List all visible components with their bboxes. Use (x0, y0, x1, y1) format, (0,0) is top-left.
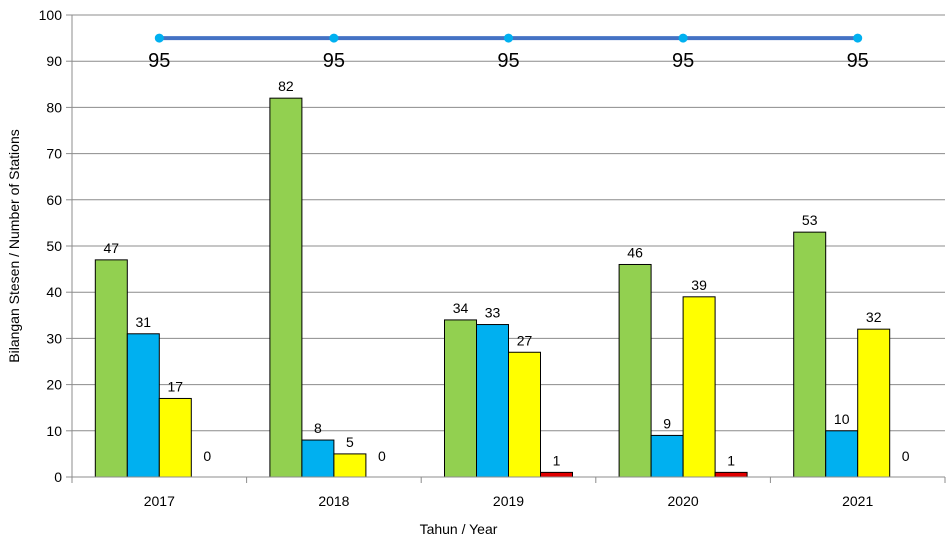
y-axis-title: Bilangan Stesen / Number of Stations (6, 129, 22, 362)
total-line (154, 33, 863, 43)
bar (333, 453, 367, 478)
bar (126, 333, 160, 478)
bar-data-label: 8 (314, 420, 322, 436)
x-axis-title: Tahun / Year (420, 521, 498, 537)
bar (301, 439, 335, 478)
bar (650, 434, 684, 478)
bar-data-label: 10 (834, 411, 850, 427)
bars (94, 97, 891, 478)
bar (825, 430, 859, 478)
x-tick-label: 2021 (842, 493, 873, 509)
bar-data-label: 17 (168, 378, 184, 394)
bar-data-label: 0 (378, 448, 386, 464)
bar-data-label: 82 (278, 78, 294, 94)
bar-data-label: 47 (104, 240, 120, 256)
line-marker (329, 33, 339, 43)
gridlines (72, 14, 945, 478)
bar (540, 471, 573, 478)
x-tick-label: 2019 (493, 493, 524, 509)
line-data-label: 95 (148, 50, 170, 72)
bar (476, 324, 509, 478)
line-data-label: 95 (847, 50, 869, 72)
line-data-label: 95 (497, 50, 519, 72)
bar-data-label: 1 (553, 452, 561, 468)
bar-data-label: 32 (866, 309, 882, 325)
x-tick-label: 2020 (668, 493, 699, 509)
bar (508, 351, 541, 478)
x-tick-label: 2018 (318, 493, 349, 509)
bar-data-label: 27 (517, 332, 533, 348)
bar (714, 471, 748, 478)
line-marker (504, 33, 513, 43)
y-tick-label: 0 (54, 469, 62, 485)
bar-data-label: 39 (691, 277, 707, 293)
y-tick-label: 10 (46, 423, 62, 439)
line-marker (154, 33, 164, 43)
y-tick-label: 70 (46, 146, 62, 162)
bar-data-label: 0 (902, 448, 910, 464)
y-tick-label: 80 (46, 99, 62, 115)
bar-data-label: 53 (802, 212, 818, 228)
line-data-label: 95 (323, 50, 345, 72)
bar (94, 259, 128, 478)
y-tick-label: 40 (46, 284, 62, 300)
y-tick-label: 60 (46, 192, 62, 208)
data-labels: 47 31 17 0 82 8 5 0 34 33 27 1 46 9 39 1 53 10 32 0 95 95 95 95… (104, 50, 910, 468)
bar-data-label: 34 (453, 300, 469, 316)
bar-data-label: 31 (136, 314, 152, 330)
y-tick-label: 30 (46, 330, 62, 346)
bar (158, 397, 192, 478)
line-marker (853, 33, 863, 43)
bar-data-label: 9 (663, 415, 671, 431)
bar (618, 263, 652, 478)
y-tick-label: 50 (46, 238, 62, 254)
y-tick-label: 20 (46, 377, 62, 393)
bar-data-label: 46 (627, 244, 643, 260)
line-data-label: 95 (672, 50, 694, 72)
x-tick-label: 2017 (144, 493, 175, 509)
bar (682, 296, 716, 478)
y-tick-label: 100 (39, 7, 63, 23)
bar (269, 97, 303, 478)
bar (444, 319, 477, 478)
bar-data-label: 5 (346, 434, 354, 450)
bar (793, 231, 827, 478)
y-tick-label: 90 (46, 53, 62, 69)
line-marker (678, 33, 688, 43)
bar-data-label: 33 (485, 305, 501, 321)
bar-data-label: 0 (203, 448, 211, 464)
bar-data-label: 1 (727, 452, 735, 468)
bar (857, 328, 891, 478)
